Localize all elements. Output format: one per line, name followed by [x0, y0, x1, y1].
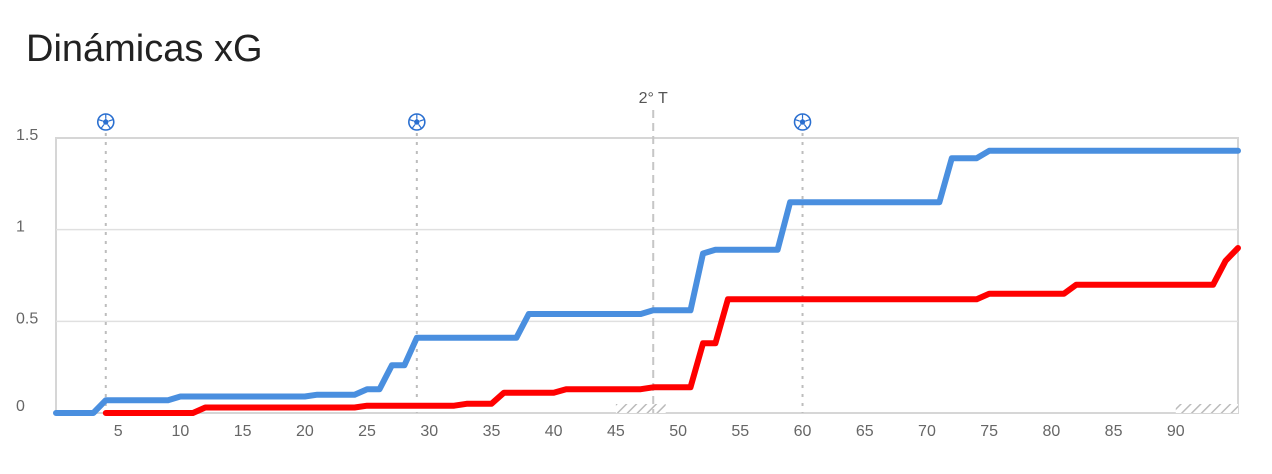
xg-series-line-2 — [102, 245, 1241, 416]
x-tick-label: 75 — [980, 423, 998, 440]
x-tick-label: 30 — [420, 423, 438, 440]
x-tick-label: 65 — [856, 423, 874, 440]
x-tick-label: 80 — [1042, 423, 1060, 440]
x-tick-label: 90 — [1167, 423, 1185, 440]
x-tick-label: 35 — [483, 423, 501, 440]
half-time-label: 2° T — [639, 90, 668, 107]
xg-series-line-1 — [53, 147, 1241, 416]
x-tick-label: 55 — [731, 423, 749, 440]
x-tick-label: 50 — [669, 423, 687, 440]
x-tick-label: 85 — [1105, 423, 1123, 440]
soccer-ball-icon — [793, 113, 812, 131]
chart-title: Dinámicas xG — [26, 28, 263, 70]
x-tick-label: 45 — [607, 423, 625, 440]
x-tick-label: 15 — [234, 423, 252, 440]
first-half-added-time — [615, 404, 666, 413]
x-tick-label: 10 — [172, 423, 190, 440]
y-tick-label: 1.5 — [16, 127, 38, 144]
x-tick-label: 20 — [296, 423, 314, 440]
soccer-ball-icon — [408, 113, 426, 131]
soccer-ball-icon — [96, 113, 115, 131]
x-tick-label: 40 — [545, 423, 563, 440]
x-tick-label: 25 — [358, 423, 376, 440]
second-half-added-time — [1175, 404, 1238, 413]
x-tick-label: 60 — [794, 423, 812, 440]
y-tick-label: 0 — [16, 398, 25, 415]
plot-frame — [55, 137, 1239, 414]
y-tick-label: 0.5 — [16, 310, 38, 327]
x-tick-label: 5 — [114, 423, 123, 440]
x-tick-label: 70 — [918, 423, 936, 440]
y-tick-label: 1 — [16, 219, 25, 236]
